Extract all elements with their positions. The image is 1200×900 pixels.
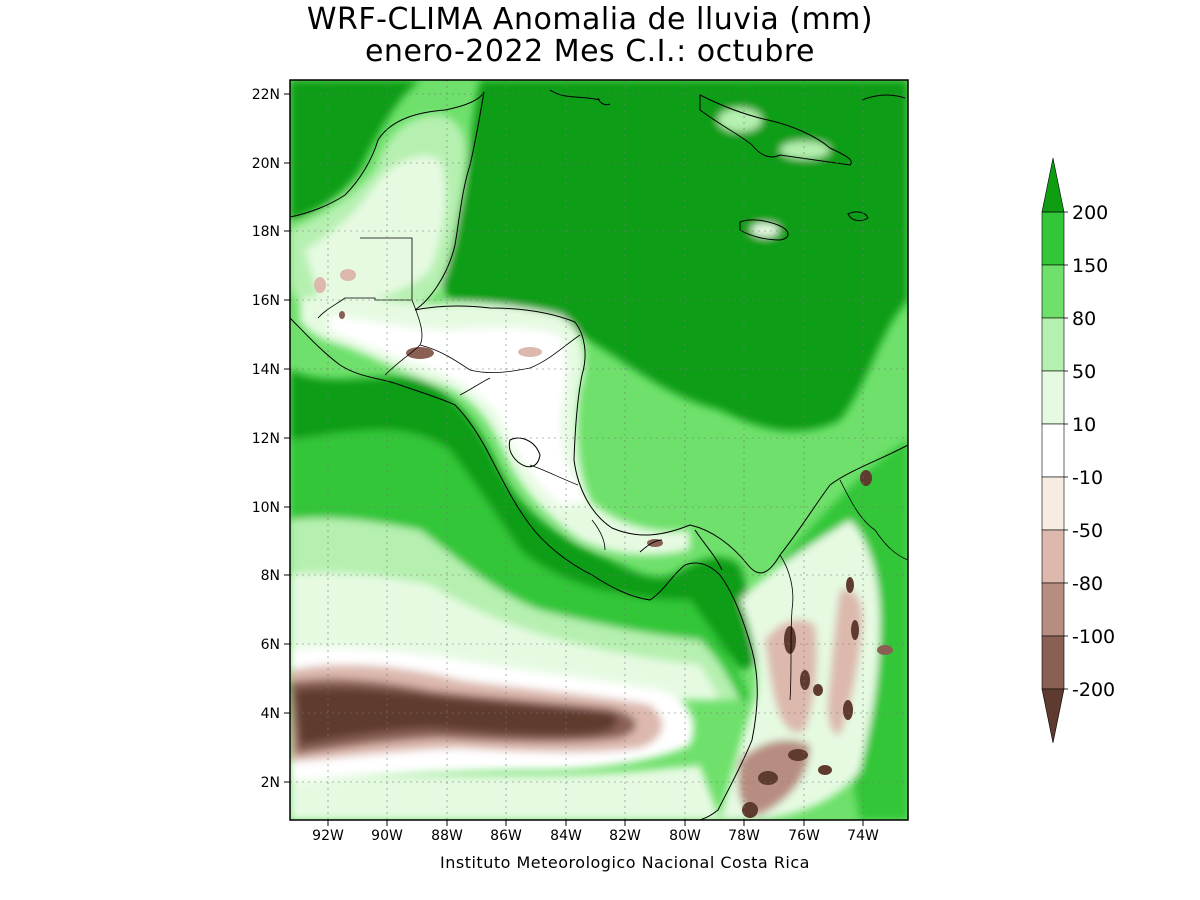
colorbar-label: -50 bbox=[1072, 520, 1103, 542]
colorbar-top-arrow bbox=[1042, 158, 1064, 212]
central-america-pale-zone bbox=[300, 295, 690, 556]
x-tick-label: 80W bbox=[669, 828, 701, 844]
colorbar-label: 80 bbox=[1072, 308, 1096, 330]
y-tick-label: 8N bbox=[261, 568, 280, 584]
caribbean-wet-area bbox=[290, 80, 908, 431]
y-tick-label: 18N bbox=[252, 224, 280, 240]
colorbar-label: 200 bbox=[1072, 202, 1108, 224]
colorbar-segment bbox=[1041, 317, 1065, 372]
map-title-line-2: enero-2022 Mes C.I.: octubre bbox=[364, 34, 816, 69]
y-tick-label: 14N bbox=[252, 362, 280, 378]
x-tick-label: 76W bbox=[788, 828, 820, 844]
map-frame bbox=[289, 79, 909, 821]
y-axis-labels: 22N 20N 18N 16N 14N 12N 10N 8N 6N 4N 2N bbox=[252, 87, 280, 791]
dry-spots bbox=[314, 269, 893, 818]
y-tick-label: 12N bbox=[252, 431, 280, 447]
colorbar-segment bbox=[1041, 211, 1065, 266]
x-tick-label: 78W bbox=[728, 828, 760, 844]
colorbar-segment bbox=[1041, 264, 1065, 319]
y-tick-label: 10N bbox=[252, 500, 280, 516]
colorbar-segments bbox=[1041, 211, 1065, 690]
colorbar: 200 150 80 50 10 -10 -50 -80 -100 -200 bbox=[1041, 157, 1115, 744]
colorbar-segment bbox=[1041, 370, 1065, 425]
colorbar-label: -200 bbox=[1072, 679, 1115, 701]
colorbar-label: -80 bbox=[1072, 573, 1103, 595]
y-tick-label: 2N bbox=[261, 775, 280, 791]
colorbar-segment bbox=[1041, 635, 1065, 690]
equatorial-extreme-dry-core bbox=[295, 687, 618, 745]
anomaly-field bbox=[290, 80, 908, 820]
colorbar-label: 50 bbox=[1072, 361, 1096, 383]
y-tick-label: 4N bbox=[261, 706, 280, 722]
x-axis-labels: 92W 90W 88W 86W 84W 82W 80W 78W 76W 74W bbox=[312, 828, 879, 844]
cuba-light-spot bbox=[718, 108, 762, 132]
x-tick-label: 74W bbox=[847, 828, 879, 844]
colorbar-label: -10 bbox=[1072, 467, 1103, 489]
colorbar-label: -100 bbox=[1072, 626, 1115, 648]
colorbar-segment bbox=[1041, 476, 1065, 531]
x-tick-label: 82W bbox=[609, 828, 641, 844]
colorbar-top-outline bbox=[1041, 157, 1065, 213]
jamaica-pale-spot bbox=[751, 223, 779, 237]
colorbar-label: 10 bbox=[1072, 414, 1096, 436]
south-pacific-pale-zone bbox=[290, 765, 720, 820]
x-tick-label: 86W bbox=[490, 828, 522, 844]
y-tick-label: 16N bbox=[252, 293, 280, 309]
pacific-coastal-wet-band bbox=[290, 370, 770, 670]
map-title-line-1: WRF-CLIMA Anomalia de lluvia (mm) bbox=[306, 2, 874, 37]
coastlines bbox=[290, 89, 908, 820]
colorbar-segment bbox=[1041, 423, 1065, 478]
gulf-wet-area bbox=[290, 80, 420, 220]
colorbar-bottom-arrow bbox=[1042, 689, 1064, 743]
yucatan-pale-zone bbox=[305, 156, 446, 302]
colorbar-segment bbox=[1041, 582, 1065, 637]
graticule bbox=[290, 80, 908, 820]
colorbar-bottom-outline bbox=[1041, 688, 1065, 744]
credit-text: Instituto Meteorologico Nacional Costa R… bbox=[440, 853, 810, 872]
x-tick-label: 90W bbox=[371, 828, 403, 844]
x-tick-label: 84W bbox=[550, 828, 582, 844]
y-tick-label: 6N bbox=[261, 637, 280, 653]
colorbar-segment bbox=[1041, 529, 1065, 584]
y-tick-label: 20N bbox=[252, 156, 280, 172]
colorbar-label: 150 bbox=[1072, 255, 1108, 277]
x-tick-label: 92W bbox=[312, 828, 344, 844]
tick-marks bbox=[284, 93, 864, 826]
colorbar-labels: 200 150 80 50 10 -10 -50 -80 -100 -200 bbox=[1064, 202, 1115, 701]
cuba-east-light-spot bbox=[780, 141, 830, 159]
x-tick-label: 88W bbox=[431, 828, 463, 844]
central-america-neutral-zone bbox=[330, 315, 590, 505]
y-tick-label: 22N bbox=[252, 87, 280, 103]
